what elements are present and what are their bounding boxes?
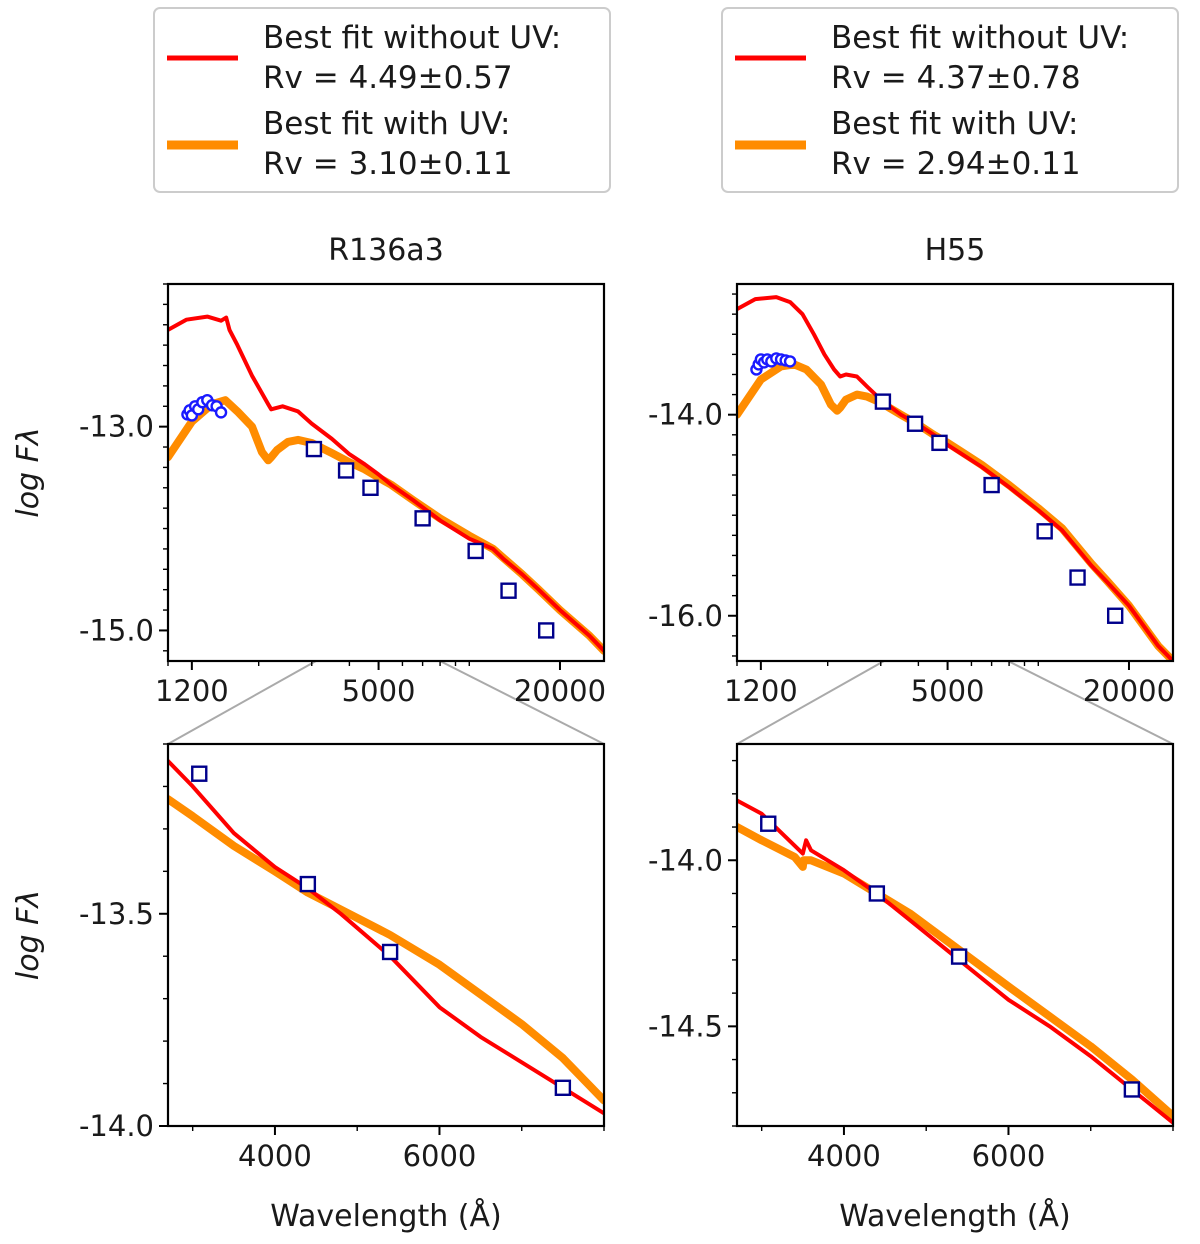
- legend-label-line2: Rv = 4.37±0.78: [831, 60, 1081, 96]
- zoom-connector-left-b: [439, 660, 605, 745]
- plot-area: [168, 759, 604, 1116]
- x-tick-label: 5000: [342, 674, 416, 708]
- series-line-without-uv: [737, 295, 1173, 661]
- uv-data-point: [214, 406, 228, 419]
- legend-label-line2: Rv = 2.94±0.11: [831, 146, 1081, 182]
- y-tick-label: -16.0: [648, 599, 723, 633]
- x-tick-label: 20000: [1083, 674, 1175, 708]
- legend-right: Best fit without UV: Rv = 4.37±0.78 Best…: [721, 7, 1179, 193]
- series-line-with-uv: [168, 795, 604, 1105]
- photometry-point: [554, 1079, 572, 1097]
- photometry-point: [500, 582, 517, 599]
- axes-frame: [166, 282, 606, 663]
- photometry-point: [931, 434, 948, 452]
- zoom-connector-right-a: [736, 660, 885, 745]
- photometry-point: [950, 948, 968, 965]
- legend-left: Best fit without UV: Rv = 4.49±0.57 Best…: [153, 7, 611, 193]
- legend-label-line2: Rv = 4.49±0.57: [263, 60, 513, 96]
- photometry-point: [414, 510, 431, 527]
- series-line-with-uv: [168, 396, 604, 655]
- plot-area: [168, 314, 604, 655]
- photometry-point: [467, 542, 484, 560]
- photometry-point: [1106, 607, 1124, 624]
- photometry-point: [305, 440, 323, 458]
- y-tick-label: -14.0: [648, 398, 723, 432]
- y-tick-label: -13.0: [79, 410, 154, 444]
- photometry-point: [337, 462, 355, 479]
- panel-title: H55: [925, 233, 986, 268]
- panel-r136a3-zoom: 4000 6000 -13.5 -14.0 Wavelength (Å) log Fλ: [11, 742, 606, 1234]
- x-axis-label: Wavelength (Å): [270, 1198, 501, 1234]
- panel-title: R136a3: [328, 233, 444, 268]
- photometry-point: [760, 815, 777, 832]
- panel-r136a3-full: 1200 5000 20000 -13.0 -15.0 R136a3 log Fλ: [11, 233, 606, 708]
- zoom-connector-left-a: [167, 660, 317, 745]
- series-line-without-uv: [168, 759, 604, 1116]
- legend-label-line1: Best fit without UV:: [263, 20, 561, 56]
- x-tick-label: 6000: [972, 1139, 1046, 1173]
- series-line-with-uv: [737, 823, 1173, 1120]
- x-tick-label: 5000: [911, 674, 985, 708]
- legend-box: [721, 7, 1179, 193]
- plot-area: [737, 295, 1173, 661]
- photometry-point: [1069, 569, 1086, 586]
- panel-h55-full: 1200 5000 20000 -14.0 -16.0 H55: [648, 233, 1175, 708]
- photometry-point: [1036, 523, 1053, 540]
- y-tick-label: -13.5: [79, 897, 154, 931]
- y-axis-label: log Fλ: [11, 427, 46, 517]
- legend-label-line2: Rv = 3.10±0.11: [263, 146, 513, 182]
- y-tick-label: -15.0: [79, 613, 154, 647]
- x-tick-label: 4000: [807, 1139, 881, 1173]
- x-tick-label: 20000: [514, 674, 606, 708]
- photometry-point: [983, 476, 1000, 494]
- zoom-connector-right-b: [1007, 660, 1174, 745]
- legend-label-line1: Best fit with UV:: [831, 106, 1078, 142]
- photometry-point: [906, 415, 924, 432]
- photometry-point: [868, 885, 886, 902]
- legend-box: [153, 7, 611, 193]
- photometry-point: [874, 393, 892, 410]
- axes-frame: [735, 742, 1175, 1128]
- x-tick-label: 6000: [403, 1139, 477, 1173]
- axes-frame: [166, 742, 606, 1128]
- legend-label-line1: Best fit without UV:: [831, 20, 1129, 56]
- panel-h55-zoom: 4000 6000 -14.0 -14.5 Wavelength (Å): [648, 742, 1175, 1234]
- uv-data-point: [783, 355, 797, 368]
- series-line-without-uv: [168, 314, 604, 653]
- y-axis-label: log Fλ: [11, 890, 46, 980]
- photometry-point: [537, 622, 555, 639]
- legend-label-line1: Best fit with UV:: [263, 106, 510, 142]
- y-tick-label: -14.0: [648, 843, 723, 877]
- photometry-point: [299, 875, 317, 893]
- series-line-without-uv: [737, 798, 1173, 1125]
- x-axis-label: Wavelength (Å): [839, 1198, 1070, 1234]
- photometry-point: [362, 479, 379, 496]
- x-tick-label: 1200: [724, 674, 798, 708]
- x-tick-label: 4000: [238, 1139, 312, 1173]
- photometry-point: [381, 943, 399, 961]
- x-tick-label: 1200: [155, 674, 229, 708]
- photometry-point: [1123, 1081, 1141, 1098]
- y-tick-label: -14.0: [79, 1109, 154, 1143]
- photometry-point: [191, 765, 208, 782]
- axes-frame: [735, 282, 1175, 663]
- y-tick-label: -14.5: [648, 1009, 723, 1043]
